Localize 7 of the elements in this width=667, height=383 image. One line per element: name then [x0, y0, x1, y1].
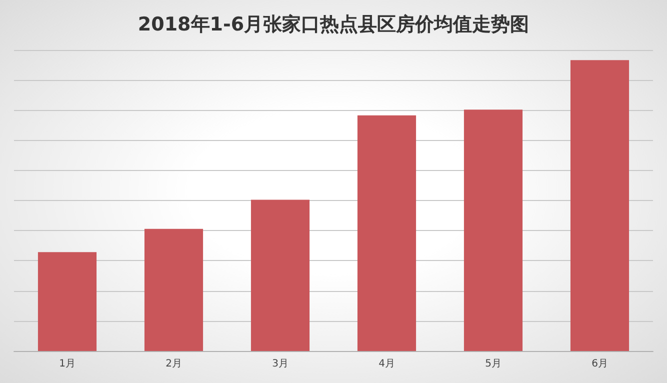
- x-tick-label: 5月: [485, 358, 502, 370]
- x-tick-label: 6月: [592, 358, 608, 370]
- chart-title: 2018年1-6月张家口热点县区房价均值走势图: [138, 14, 530, 36]
- x-tick-label: 1月: [59, 358, 76, 370]
- x-tick-label: 3月: [272, 358, 288, 370]
- x-tick-label: 2月: [166, 358, 182, 370]
- x-tick-label: 4月: [378, 358, 395, 370]
